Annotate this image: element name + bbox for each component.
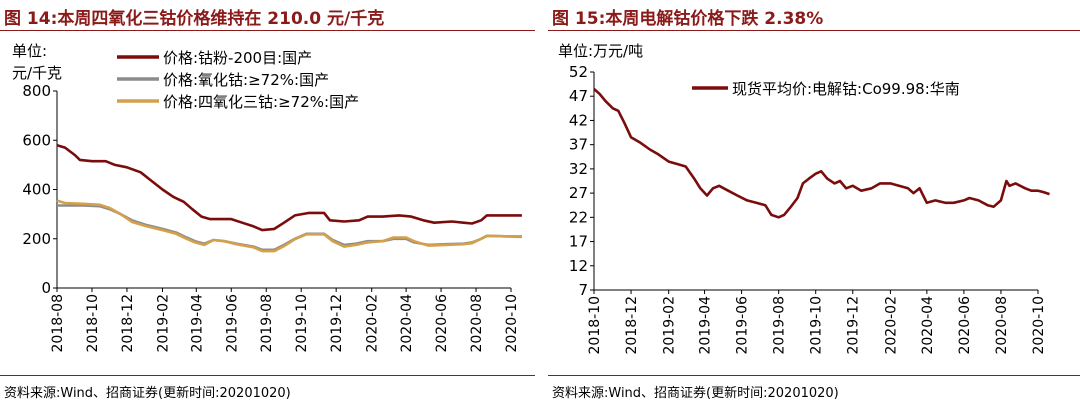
y-tick-label: 47 bbox=[569, 87, 588, 105]
x-tick-label: 2020-06 bbox=[434, 294, 450, 353]
x-tick-label: 2020-06 bbox=[957, 296, 973, 355]
unit-label: 单位:万元/吨 bbox=[558, 42, 643, 60]
x-tick-label: 2020-02 bbox=[365, 294, 381, 353]
y-tick-label: 800 bbox=[22, 82, 51, 100]
y-tick-label: 7 bbox=[578, 281, 588, 299]
figure-15-title: 图 15:本周电解钴价格下跌 2.38% bbox=[552, 9, 824, 29]
x-tick-label: 2020-08 bbox=[469, 294, 485, 353]
legend-label-2: 价格:四氧化三钴:≥72%:国产 bbox=[163, 93, 359, 111]
y-tick-label: 17 bbox=[569, 233, 588, 251]
x-tick-label: 2019-02 bbox=[662, 296, 678, 355]
figure-14-title: 图 14:本周四氧化三钴价格维持在 210.0 元/千克 bbox=[4, 9, 385, 29]
figure-14-source: 资料来源:Wind、招商证券(更新时间:20201020) bbox=[4, 386, 291, 401]
x-tick-label: 2019-12 bbox=[846, 296, 862, 355]
y-tick-label: 32 bbox=[569, 160, 588, 178]
y-tick-label: 37 bbox=[569, 136, 588, 154]
x-tick-label: 2019-10 bbox=[294, 294, 310, 353]
y-tick-label: 42 bbox=[569, 111, 588, 129]
y-tick-label: 600 bbox=[22, 131, 51, 149]
y-tick-label: 52 bbox=[569, 63, 588, 81]
figure-14-panel: 图 14:本周四氧化三钴价格维持在 210.0 元/千克 单位: 元/千克 0 200… bbox=[0, 0, 535, 404]
series-line-2 bbox=[56, 199, 522, 253]
series-line-0 bbox=[56, 143, 522, 232]
x-tick-label: 2019-06 bbox=[735, 296, 751, 355]
x-tick-label: 2020-10 bbox=[504, 294, 520, 353]
x-tick-label: 2019-08 bbox=[772, 296, 788, 355]
legend-label-1: 价格:氧化钴:≥72%:国产 bbox=[163, 71, 329, 89]
y-tick-label: 200 bbox=[22, 230, 51, 248]
x-tick-label: 2018-08 bbox=[50, 294, 66, 353]
y-tick-label: 400 bbox=[22, 181, 51, 199]
x-tick-label: 2020-04 bbox=[920, 296, 936, 355]
x-tick-label: 2019-02 bbox=[155, 294, 171, 353]
source-divider bbox=[548, 375, 1080, 376]
x-tick-label: 2020-10 bbox=[1031, 296, 1047, 355]
x-tick-label: 2018-12 bbox=[624, 296, 640, 355]
x-tick-label: 2019-06 bbox=[224, 294, 240, 353]
electrolytic-cobalt-chart-right: 单位:万元/吨 7 12 17 22 27 32 37 42 47 52 2018-10 2018-12… bbox=[558, 42, 1050, 355]
cobalt-price-chart-left: 单位: 元/千克 0 200 400 600 800 2018-08 2018-10 2018-1… bbox=[12, 42, 522, 353]
x-tick-label: 2018-10 bbox=[587, 296, 603, 355]
figure-15-source: 资料来源:Wind、招商证券(更新时间:20201020) bbox=[552, 386, 839, 401]
x-tick-label: 2018-10 bbox=[85, 294, 101, 353]
figure-15-panel: 图 15:本周电解钴价格下跌 2.38% 单位:万元/吨 7 12 17 22 27 32 3… bbox=[548, 0, 1080, 404]
y-tick-label: 12 bbox=[569, 257, 588, 275]
x-tick-label: 2020-02 bbox=[883, 296, 899, 355]
x-tick-label: 2020-08 bbox=[994, 296, 1010, 355]
title-divider bbox=[0, 30, 535, 31]
x-tick-label: 2018-12 bbox=[120, 294, 136, 353]
y-tick-label: 0 bbox=[41, 279, 51, 297]
x-tick-label: 2019-10 bbox=[809, 296, 825, 355]
source-divider bbox=[0, 375, 535, 376]
legend-label-0: 现货平均价:电解钴:Co99.98:华南 bbox=[732, 80, 960, 98]
legend-label-0: 价格:钴粉-200目:国产 bbox=[163, 49, 312, 67]
series-line-0 bbox=[593, 88, 1050, 219]
title-divider bbox=[548, 30, 1080, 31]
x-tick-label: 2019-04 bbox=[698, 296, 714, 355]
y-tick-label: 22 bbox=[569, 208, 588, 226]
unit-label-line1: 单位: bbox=[12, 42, 47, 60]
x-tick-label: 2019-12 bbox=[329, 294, 345, 353]
x-tick-label: 2020-04 bbox=[399, 294, 415, 353]
x-tick-label: 2019-08 bbox=[259, 294, 275, 353]
y-tick-label: 27 bbox=[569, 184, 588, 202]
unit-label-line2: 元/千克 bbox=[12, 64, 62, 82]
x-tick-label: 2019-04 bbox=[189, 294, 205, 353]
